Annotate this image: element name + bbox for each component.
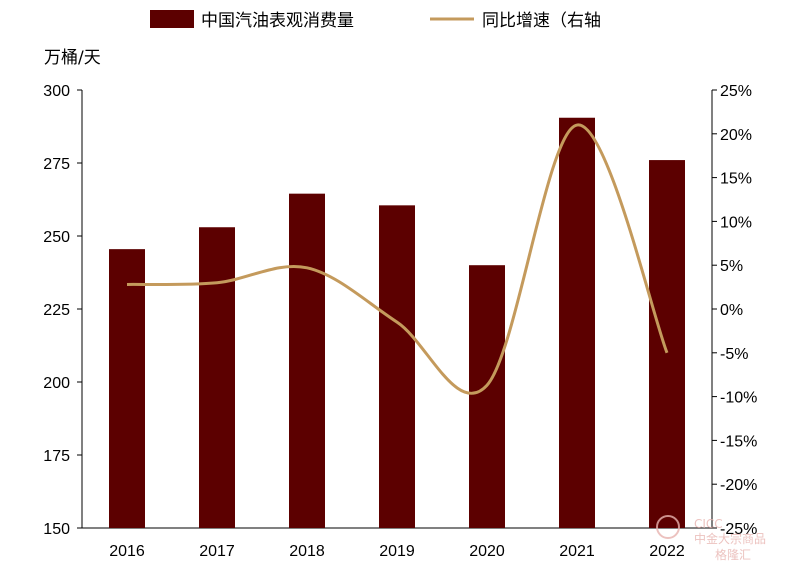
- legend-line-label: 同比增速（右轴: [482, 11, 601, 31]
- x-tick-label: 2017: [199, 543, 235, 560]
- y-tick-label: 200: [43, 375, 70, 392]
- bar-2019: [379, 205, 415, 528]
- x-tick-label: 2019: [379, 543, 415, 560]
- x-labels: 2016 2017 2018 2019 2020 2021 2022: [109, 543, 685, 560]
- x-tick-label: 2020: [469, 543, 505, 560]
- watermark: CICC 中金大宗商品 格隆汇: [656, 515, 766, 562]
- y-axis-label: 万桶/天: [44, 48, 101, 68]
- bar-2020: [469, 265, 505, 528]
- y-tick-label: 150: [43, 521, 70, 538]
- y2-tick-label: -20%: [720, 477, 757, 494]
- y2-tick-label: 5%: [720, 258, 743, 275]
- x-tick-label: 2022: [649, 543, 685, 560]
- bar-2018: [289, 193, 325, 528]
- x-tick-label: 2016: [109, 543, 145, 560]
- watermark-logo-icon: [656, 515, 680, 539]
- y2-tick-label: -10%: [720, 390, 757, 407]
- legend-bar-swatch: [150, 10, 194, 28]
- x-tick-label: 2021: [559, 543, 595, 560]
- watermark-brand: CICC: [694, 517, 723, 531]
- left-ticks: 150 175 200 225 250 275 300: [43, 83, 82, 538]
- legend-bar-label: 中国汽油表观消费量: [201, 11, 354, 31]
- watermark-site: 格隆汇: [715, 547, 751, 562]
- x-tick-label: 2018: [289, 543, 325, 560]
- y-tick-label: 275: [43, 156, 70, 173]
- y-tick-label: 250: [43, 229, 70, 246]
- y2-tick-label: 10%: [720, 214, 752, 231]
- growth-line: [126, 123, 669, 395]
- bars: [109, 117, 685, 529]
- bar-2016: [109, 249, 145, 528]
- y-tick-label: 175: [43, 448, 70, 465]
- bar-2021: [559, 117, 595, 529]
- y-tick-label: 225: [43, 302, 70, 319]
- y2-tick-label: 25%: [720, 83, 752, 100]
- y2-tick-label: -25%: [720, 521, 757, 538]
- watermark-subtitle: 中金大宗商品: [694, 531, 766, 546]
- y2-tick-label: 0%: [720, 302, 743, 319]
- right-ticks: -25% -20% -15% -10% -5% 0% 5% 10% 15% 20% 25%: [712, 83, 757, 538]
- y2-tick-label: -15%: [720, 433, 757, 450]
- bar-2022: [649, 160, 685, 528]
- y2-tick-label: -5%: [720, 346, 748, 363]
- y2-tick-label: 15%: [720, 171, 752, 188]
- bar-2017: [199, 227, 235, 529]
- y2-tick-label: 20%: [720, 127, 752, 144]
- y-tick-label: 300: [43, 83, 70, 100]
